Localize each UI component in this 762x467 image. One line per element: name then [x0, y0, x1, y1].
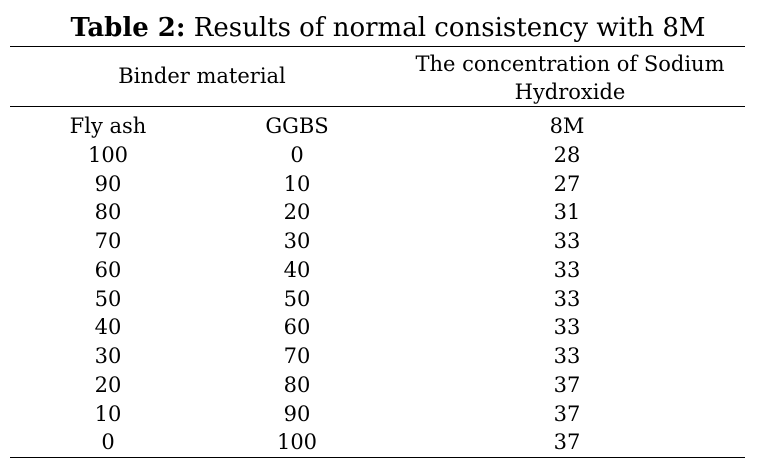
table-caption: Table 2: Results of normal consistency w…	[0, 12, 762, 44]
table-row: 70 30 33	[0, 227, 762, 256]
ggbs-cell: 30	[283, 229, 311, 253]
fly-ash-cell: 40	[94, 315, 122, 340]
fly-ash-cell: 100	[87, 142, 129, 167]
concentration-cell: 37	[553, 372, 581, 397]
concentration-header: The concentration of Sodium Hydroxide	[400, 50, 740, 106]
fly-ash-cell: Fly ash	[69, 114, 147, 138]
table-row: 90 10 27	[0, 170, 762, 199]
table-row: 80 20 31	[0, 198, 762, 227]
table-row: 100 0 28	[0, 141, 762, 170]
concentration-cell: 27	[553, 171, 581, 196]
fly-ash-cell: 30	[94, 344, 122, 368]
binder-material-header: Binder material	[118, 64, 286, 88]
ggbs-cell: 90	[283, 401, 311, 426]
ggbs-cell: 20	[283, 200, 311, 225]
fly-ash-cell: 50	[94, 286, 122, 311]
concentration-cell: 8M	[549, 114, 585, 138]
fly-ash-cell: 10	[94, 401, 122, 426]
concentration-cell: 33	[553, 344, 581, 368]
ggbs-cell: 100	[276, 430, 318, 455]
ggbs-cell: 50	[283, 286, 311, 311]
table-row: 20 80 37	[0, 371, 762, 400]
concentration-cell: 33	[553, 229, 581, 253]
table-row: 40 60 33	[0, 313, 762, 342]
fly-ash-cell: 80	[94, 200, 122, 225]
concentration-cell: 33	[553, 315, 581, 340]
table-header-rule	[10, 106, 745, 107]
concentration-header-line2: Hydroxide	[514, 80, 626, 104]
fly-ash-cell: 70	[94, 229, 122, 253]
table-row: 50 50 33	[0, 285, 762, 314]
ggbs-cell: GGBS	[265, 114, 329, 138]
concentration-cell: 37	[553, 430, 581, 455]
concentration-cell: 37	[553, 401, 581, 426]
table-caption-label: Table 2:	[70, 13, 186, 43]
concentration-cell: 33	[553, 286, 581, 311]
table-top-rule	[10, 46, 745, 47]
table-body: Fly ash GGBS 8M 100 0 28 90 10 27 80 20 31 70 30 33 60 4…	[0, 112, 762, 457]
table-bottom-rule	[10, 457, 745, 458]
concentration-header-line1: The concentration of Sodium	[415, 52, 725, 76]
ggbs-cell: 10	[283, 171, 311, 196]
ggbs-cell: 0	[290, 142, 304, 167]
ggbs-cell: 60	[283, 315, 311, 340]
table-row: 10 90 37	[0, 400, 762, 429]
fly-ash-cell: 20	[94, 372, 122, 397]
table-row: 30 70 33	[0, 342, 762, 371]
concentration-cell: 28	[553, 142, 581, 167]
table-row: 60 40 33	[0, 256, 762, 285]
table-caption-text: Results of normal consistency with 8M	[185, 13, 706, 43]
fly-ash-cell: 90	[94, 171, 122, 196]
table-row: Fly ash GGBS 8M	[0, 112, 762, 141]
table-row: 0 100 37	[0, 428, 762, 457]
fly-ash-cell: 0	[101, 430, 115, 455]
ggbs-cell: 80	[283, 372, 311, 397]
ggbs-cell: 40	[283, 257, 311, 282]
concentration-cell: 33	[553, 257, 581, 282]
fly-ash-cell: 60	[94, 257, 122, 282]
ggbs-cell: 70	[283, 344, 311, 368]
concentration-cell: 31	[553, 200, 581, 225]
